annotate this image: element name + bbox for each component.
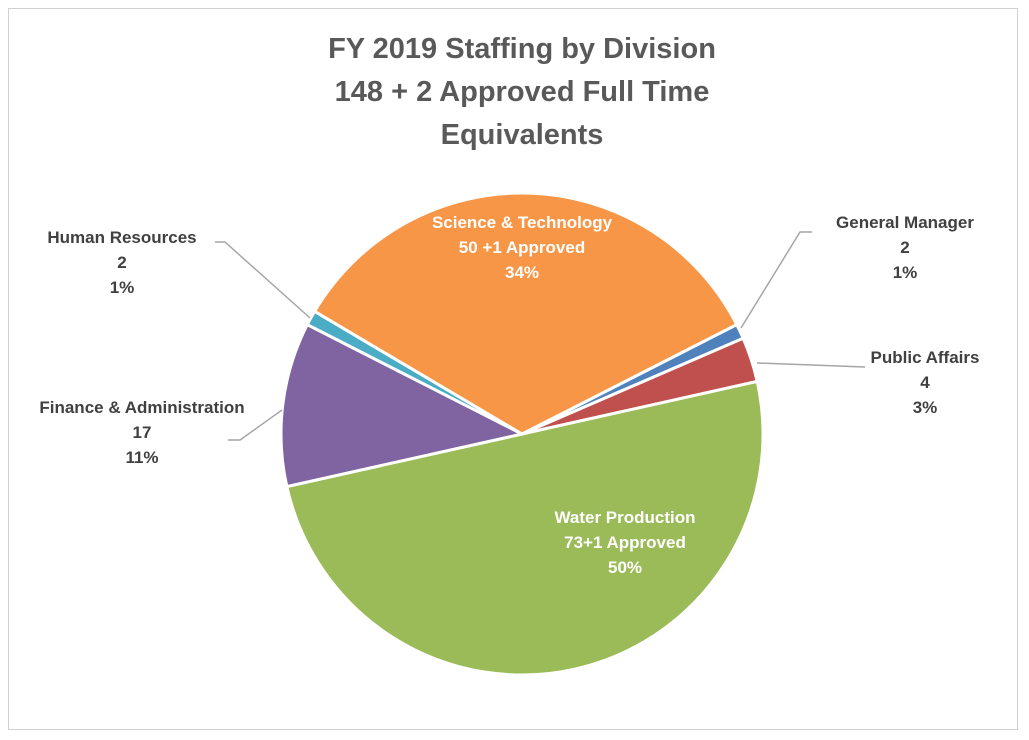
category-label: Water Production: [554, 508, 696, 527]
chart-frame: [8, 8, 1018, 730]
data-label: Public Affairs 4 3%: [815, 345, 1029, 420]
category-label: Science & Technology: [431, 213, 613, 232]
data-label: Human Resources 2 1%: [12, 225, 232, 300]
count-label: 2: [900, 238, 910, 257]
count-label: 50 +1 Approved: [458, 238, 586, 257]
percent-label: 1%: [892, 263, 918, 282]
pie-slice: [285, 379, 765, 677]
leader-line: [228, 409, 283, 441]
pie-slice: [312, 191, 739, 436]
percent-label: 11%: [125, 448, 159, 467]
percent-label: 1%: [109, 278, 135, 297]
category-label: Human Resources: [47, 228, 197, 247]
count-label: 2: [117, 253, 127, 272]
count-label: 4: [920, 373, 930, 392]
count-label: 73+1 Approved: [564, 533, 686, 552]
chart-subtitle: 148 + 2 Approved Full Time Equivalents: [334, 76, 710, 151]
category-label: General Manager: [836, 213, 974, 232]
category-label: Finance & Administration: [39, 398, 245, 417]
leader-line: [215, 241, 311, 319]
percent-label: 34%: [504, 263, 540, 282]
data-label: Water Production 73+1 Approved 50%: [530, 505, 720, 580]
category-label: Public Affairs: [870, 348, 980, 367]
leader-line: [740, 231, 812, 329]
count-label: 17: [132, 423, 152, 442]
data-label: Science & Technology 50 +1 Approved 34%: [427, 210, 617, 285]
data-label: General Manager 2 1%: [795, 210, 1015, 285]
pie-slice: [279, 322, 527, 489]
leader-line: [756, 362, 866, 368]
percent-label: 50%: [607, 558, 643, 577]
data-label: Finance & Administration 17 11%: [32, 395, 252, 470]
chart-title: FY 2019 Staffing by Division: [328, 33, 716, 65]
percent-label: 3%: [912, 398, 938, 417]
